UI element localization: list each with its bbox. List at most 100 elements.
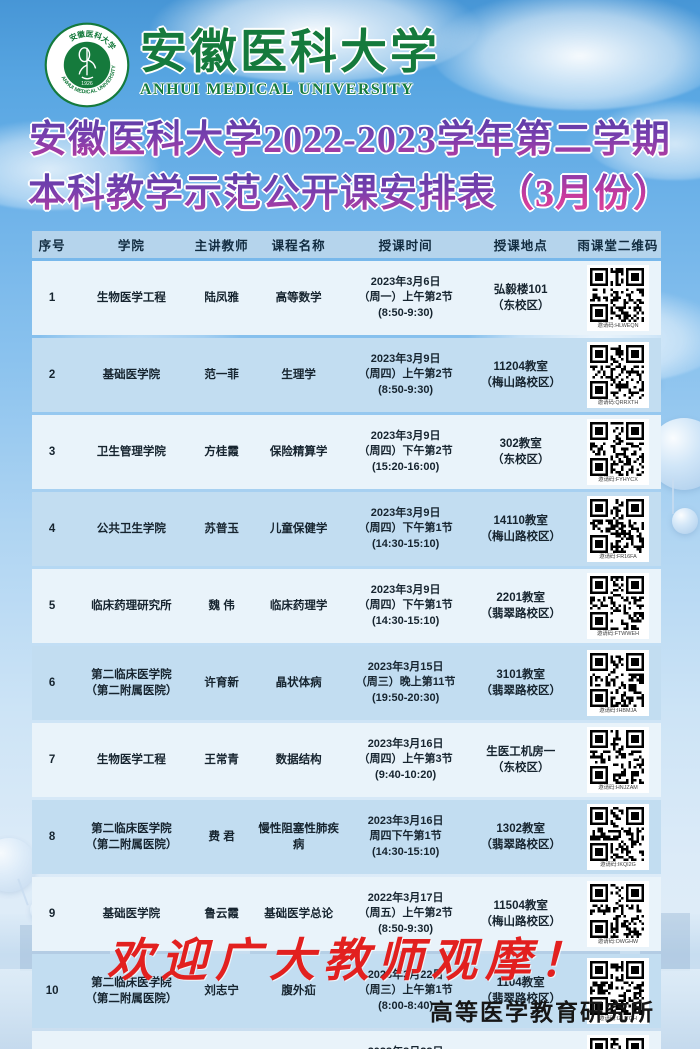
qr-code-image [589, 884, 644, 938]
row-college: 第二临床医学院 （第二附属医院） [85, 668, 178, 697]
qr-invite-code: 邀请码:QRRXTH [597, 400, 639, 406]
row-number: 2 [48, 368, 56, 381]
row-time: 2023年3月16日 周四下午第1节 (14:30-15:10) [367, 814, 444, 858]
row-course: 晶状体病 [275, 676, 322, 689]
row-college: 第二临床医学院 （第二附属医院） [85, 976, 178, 1005]
qr-invite-code: 邀请码:FR16FA [599, 554, 637, 560]
qr-code: 邀请码:IKQI2G [586, 804, 649, 870]
qr-code-image [589, 268, 644, 322]
row-teacher: 鲁云霞 [204, 907, 239, 920]
row-number: 6 [48, 676, 56, 689]
qr-invite-code: 邀请码:OWGHW [597, 939, 638, 945]
row-number: 10 [45, 984, 59, 997]
row-college: 第二临床医学院 （第二附属医院） [85, 822, 178, 851]
row-number: 5 [48, 599, 56, 612]
molecule-decoration [672, 508, 698, 534]
table-row: 5 临床药理研究所 魏 伟 临床药理学 2023年3月9日 （周四）下午第1节 (14:30… [32, 569, 661, 643]
row-location: 14110教室 （梅山路校区） [480, 514, 561, 543]
table-row: 7 生物医学工程 王常青 数据结构 2023年3月16日 （周四）上午第3节 (9:40-1… [32, 723, 661, 797]
qr-invite-code: 邀请码:IKQI2G [600, 862, 636, 868]
row-course: 数据结构 [275, 753, 322, 766]
row-location: 生医工机房一 （东校区） [486, 745, 556, 774]
qr-code-image [589, 961, 644, 1015]
row-location: 弘毅楼101 （东校区） [491, 283, 550, 312]
poster-title-line1: 安徽医科大学2022-2023学年第二学期 [29, 116, 671, 164]
row-college: 临床药理研究所 [91, 599, 172, 612]
cloud-decoration [430, 0, 700, 110]
row-teacher: 费 君 [208, 830, 235, 843]
row-teacher: 苏普玉 [204, 522, 239, 535]
table-row: 6 第二临床医学院 （第二附属医院） 许育新 晶状体病 2023年3月15日 （周三）晚上第… [32, 646, 661, 720]
university-name-en: ANHUI MEDICAL UNIVERSITY [140, 81, 415, 98]
column-header-college: 学院 [117, 239, 145, 253]
row-number: 7 [48, 753, 56, 766]
university-names: 安徽医科大学 ANHUI MEDICAL UNIVERSITY [140, 22, 440, 99]
row-qrcode-cell: 邀请码:OWGHW [575, 879, 661, 949]
row-course: 保险精算学 [269, 445, 328, 458]
row-location: 11204教室 （梅山路校区） [480, 360, 561, 389]
column-header-time: 授课时间 [378, 239, 433, 253]
row-time: 2023年3月9日 （周四）下午第1节 (14:30-15:10) [358, 506, 453, 550]
qr-code: 邀请码:OWGHW [586, 881, 649, 947]
row-location: 302教室 （东校区） [491, 437, 550, 466]
qr-code-image [589, 807, 644, 861]
table-row: 3 卫生管理学院 方桂霞 保险精算学 2023年3月9日 （周四）下午第2节 (15:20-… [32, 415, 661, 489]
qr-invite-code: 邀请码:FTWWEH [596, 631, 639, 637]
row-college: 生物医学工程 [96, 753, 166, 766]
table-body: 1 生物医学工程 陆凤雅 高等数学 2023年3月6日 （周一）上午第2节 (8:50-9:… [32, 261, 661, 1049]
row-course: 慢性阻塞性肺疾病 [258, 822, 339, 851]
row-qrcode-cell: 邀请码:QRRXTH [575, 340, 661, 410]
column-header-no: 序号 [38, 239, 66, 253]
row-college: 公共卫生学院 [96, 522, 166, 535]
row-course: 腹外疝 [281, 984, 316, 997]
row-college: 卫生管理学院 [96, 445, 166, 458]
row-course: 基础医学总论 [264, 907, 334, 920]
poster-title: 安徽医科大学2022-2023学年第二学期 本科教学示范公开课安排表（3月份） [0, 116, 700, 218]
row-course: 儿童保健学 [269, 522, 328, 535]
row-time: 2023年3月15日 （周三）晚上第11节 (19:50-20:30) [355, 660, 456, 704]
row-time: 2022年3月17日 （周五）上午第2节 (8:50-9:30) [358, 891, 453, 935]
table-row: 10 第二临床医学院 （第二附属医院） 刘志宁 腹外疝 2023年3月22日 （周三）上午第… [32, 954, 661, 1028]
qr-code: 邀请码:QRRXTH [586, 342, 649, 408]
qr-code: 邀请码:HNJZAM [586, 727, 649, 793]
table-row: 4 公共卫生学院 苏普玉 儿童保健学 2023年3月9日 （周四）下午第1节 (14:30-… [32, 492, 661, 566]
row-teacher: 许育新 [204, 676, 239, 689]
qr-code: 邀请码:FR16FA [586, 496, 649, 562]
row-qrcode-cell: 邀请码:FYHYCX [575, 417, 661, 487]
row-qrcode-cell: 邀请码:FR16FA [575, 494, 661, 564]
qr-code: 邀请码:FYHYCX [586, 419, 649, 485]
row-qrcode-cell: 邀请码:IKQI2G [575, 802, 661, 872]
university-header: 安徽医科大学 ANHUI MEDICAL UNIVERSITY 1926 安徽医… [44, 22, 440, 108]
row-location: 11504教室 （梅山路校区） [480, 899, 561, 928]
row-teacher: 魏 伟 [208, 599, 235, 612]
row-qrcode-cell: 邀请码:IZUTQH [575, 956, 661, 1026]
row-location: 3101教室 （翡翠路校区） [480, 668, 561, 697]
table-row: 11第二临床医学院（第二附属医院）沈显山康复医学评定2023年3月22日（周三）… [32, 1031, 661, 1049]
university-name-cn: 安徽医科大学 [140, 27, 440, 79]
row-qrcode-cell: 邀请码:HLWEQN [575, 263, 661, 333]
row-teacher: 陆凤雅 [204, 291, 239, 304]
row-number: 8 [48, 830, 56, 843]
organizer-name: 高等医学教育研究所 [430, 1000, 655, 1025]
row-qrcode-cell: 邀请码:UNYQG [575, 1033, 661, 1049]
qr-code: 邀请码:HLWEQN [586, 265, 649, 331]
row-qrcode-cell: 邀请码:FTWWEH [575, 571, 661, 641]
table-row: 8 第二临床医学院 （第二附属医院） 费 君 慢性阻塞性肺疾病 2023年3月16日 周四下… [32, 800, 661, 874]
qr-invite-code: 邀请码:HNJZAM [598, 785, 638, 791]
row-location: 1302教室 （翡翠路校区） [480, 822, 561, 851]
qr-invite-code: 邀请码:FYHYCX [598, 477, 638, 483]
qr-code-image [589, 730, 644, 784]
column-header-teacher: 主讲教师 [194, 239, 249, 253]
row-number: 9 [48, 907, 56, 920]
table-row: 2 基础医学院 范一菲 生理学 2023年3月9日 （周四）上午第2节 (8:50-9:30… [32, 338, 661, 412]
qr-code-image [589, 345, 644, 399]
row-teacher: 刘志宁 [204, 984, 239, 997]
qr-invite-code: 邀请码:IZUTQH [598, 1016, 637, 1022]
qr-invite-code: 邀请码:IHBMJA [599, 708, 637, 714]
qr-code-image [589, 653, 644, 707]
emblem-figure [78, 47, 97, 80]
emblem-year: 1926 [81, 81, 93, 87]
row-course: 高等数学 [275, 291, 322, 304]
welcome-banner: 欢迎广大教师观摩！ [107, 935, 593, 986]
